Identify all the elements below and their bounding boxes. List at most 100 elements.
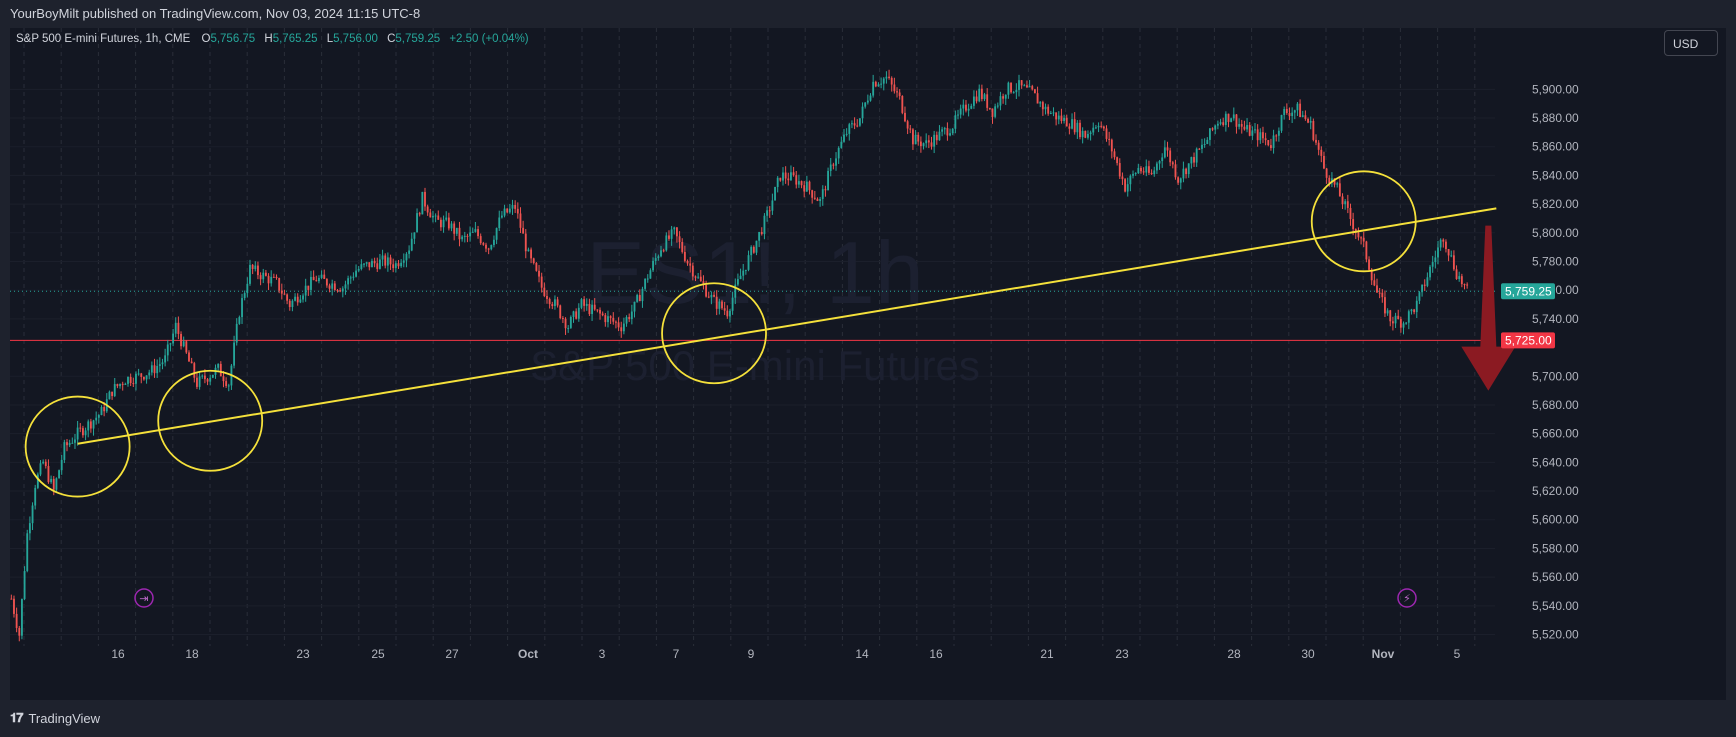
candle-body	[1224, 113, 1227, 125]
candle-body	[111, 391, 114, 397]
highlight-circle[interactable]	[661, 282, 767, 385]
y-tick-label: 5,580.00	[1532, 541, 1579, 555]
lightning-event-icon[interactable]: ⚡	[1397, 588, 1417, 608]
y-tick-label: 5,740.00	[1532, 312, 1579, 326]
candle-body	[66, 442, 68, 446]
candle-body	[622, 323, 625, 332]
candle-body	[1248, 125, 1251, 136]
candle-body	[1447, 249, 1450, 256]
candle-body	[917, 134, 920, 142]
candle-body	[736, 279, 739, 285]
highlight-circle[interactable]	[1310, 170, 1417, 273]
candle-body	[1206, 139, 1209, 145]
candle-body	[264, 272, 267, 276]
candle-body	[1203, 144, 1206, 146]
chart-pane[interactable]: ES1!, 1h S&P 500 E-mini Futures 5,520.00…	[10, 28, 1726, 700]
candle-body	[1267, 140, 1270, 146]
candle-body	[1163, 147, 1166, 158]
candle-body	[1012, 92, 1015, 94]
lightning-circle-icon[interactable]	[1397, 588, 1417, 608]
candle-body	[182, 341, 185, 347]
candle-body	[675, 227, 678, 237]
candle-body	[843, 134, 845, 142]
candle-body	[532, 258, 535, 263]
currency-button[interactable]: USD	[1664, 30, 1718, 56]
candle-body	[1195, 148, 1198, 163]
candle-body	[1049, 113, 1052, 115]
candle-body	[365, 262, 368, 264]
candle-body	[429, 212, 432, 218]
candle-body	[731, 297, 734, 311]
candle-body	[198, 376, 201, 387]
candle-body	[702, 281, 705, 286]
candle-body	[479, 236, 482, 244]
candle-body	[795, 175, 798, 185]
candle-body	[1264, 138, 1267, 141]
candle-body	[1405, 322, 1408, 324]
symbol-legend[interactable]: S&P 500 E-mini Futures, 1h, CME O5,756.7…	[16, 33, 529, 45]
candle-body	[1285, 108, 1288, 114]
candle-body	[869, 95, 872, 101]
price-chart[interactable]: ES1!, 1h S&P 500 E-mini Futures 5,520.00…	[10, 28, 1726, 700]
candle-body	[469, 232, 472, 237]
candle-body	[893, 84, 896, 92]
current-price-tag-bg	[1501, 283, 1555, 300]
candle-body	[524, 233, 527, 252]
candle-body	[1060, 115, 1063, 122]
candle-body	[1137, 167, 1140, 174]
candle-body	[1394, 315, 1397, 324]
candle-body	[1097, 125, 1100, 128]
candle-body	[567, 327, 570, 329]
candle-body	[896, 91, 898, 93]
highlight-circle[interactable]	[157, 369, 264, 472]
candle-body	[482, 243, 485, 245]
time-axis[interactable]: 16 18 23 25 27 Oct 3 7 9 14 16 21 23 28 30 Nov 5	[111, 647, 1460, 661]
forecast-arrow[interactable]	[1461, 225, 1516, 391]
legend-low-label: L	[327, 33, 334, 45]
candle-body	[150, 365, 153, 373]
down-arrow-icon[interactable]	[1461, 225, 1516, 391]
replay-event-icon[interactable]: ⇥	[134, 588, 154, 608]
candle-body	[461, 236, 464, 240]
candle-body	[1309, 120, 1312, 123]
candle-body	[81, 428, 84, 436]
candle-body	[882, 78, 885, 84]
candle-body	[827, 170, 830, 191]
candle-body	[755, 240, 758, 253]
candle-body	[291, 300, 294, 308]
candle-body	[304, 285, 307, 296]
event-circle-icon[interactable]	[134, 588, 154, 608]
candle-body	[158, 364, 161, 366]
candle-body	[495, 228, 498, 240]
candle-body	[1065, 117, 1068, 127]
candle-body	[55, 478, 58, 490]
candle-body	[408, 250, 411, 254]
candle-body	[1140, 167, 1142, 172]
candle-body	[599, 309, 601, 314]
trendline[interactable]	[77, 207, 1497, 445]
candle-body	[511, 204, 514, 209]
tradingview-brand[interactable]: 𝟏𝟕 TradingView	[10, 711, 100, 726]
candle-body	[1452, 255, 1455, 270]
candle-body	[943, 128, 946, 130]
candle-body	[275, 276, 278, 279]
candle-body	[991, 108, 994, 117]
candle-body	[50, 478, 53, 483]
candle-body	[124, 383, 127, 385]
highlight-circles[interactable]	[24, 170, 1417, 498]
candle-body	[18, 628, 21, 636]
candle-body	[1238, 124, 1241, 127]
highlight-circle[interactable]	[24, 395, 131, 498]
candle-body	[829, 164, 832, 171]
x-tick-label: 30	[1301, 647, 1315, 661]
candle-body	[551, 304, 554, 307]
candle-body	[554, 299, 556, 307]
candle-body	[1413, 309, 1416, 313]
candle-body	[1158, 161, 1161, 164]
candle-body	[1328, 177, 1331, 183]
candle-body	[1214, 125, 1217, 130]
candle-body	[861, 106, 864, 119]
price-axis[interactable]: 5,520.00 5,540.00 5,560.00 5,580.00 5,600.00…	[1532, 82, 1579, 641]
candle-body	[1280, 115, 1283, 131]
candle-body	[1312, 120, 1315, 140]
